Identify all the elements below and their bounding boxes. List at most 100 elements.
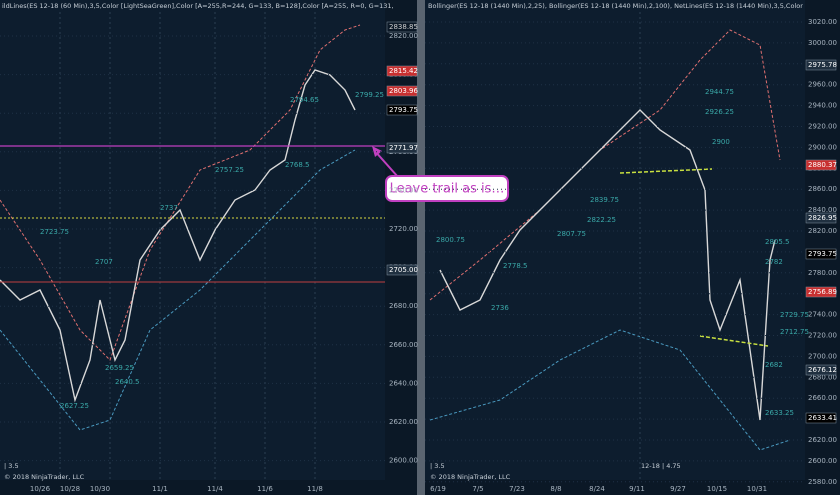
y-tick-label: 2680.00 — [808, 373, 837, 381]
price-marker: 2705.00 — [389, 266, 418, 274]
price-marker: 2793.75 — [389, 106, 418, 114]
level-label: 2757.25 — [215, 166, 244, 174]
level-label: 2926.25 — [705, 108, 734, 116]
level-label: 2768.5 — [285, 161, 310, 169]
level-label: 2736 — [491, 304, 509, 312]
price-marker-box — [386, 104, 418, 116]
level-label: 2723.75 — [40, 228, 69, 236]
lower-band — [429, 329, 791, 451]
divider — [417, 0, 425, 495]
level-label: 2707 — [95, 258, 113, 266]
panel-header: Bollinger(ES 12-18 (1440 Min),2,25), Bol… — [428, 2, 803, 10]
y-tick-label: 2780.00 — [808, 269, 837, 277]
price-marker: 2771.97 — [389, 144, 418, 152]
trend-line — [699, 335, 769, 347]
price-path — [439, 109, 776, 421]
callout-text: Leave trail as is… — [390, 182, 505, 197]
y-tick-label: 2820.00 — [808, 227, 837, 235]
price-marker-box — [386, 142, 418, 154]
price-marker-box — [386, 264, 418, 276]
level-label: 2805.5 — [765, 238, 790, 246]
price-path — [0, 69, 356, 403]
y-tick-label: 2660.00 — [808, 394, 837, 402]
level-label: 2822.25 — [587, 216, 616, 224]
level-label: 2839.75 — [590, 196, 619, 204]
x-tick-label: 7/23 — [509, 485, 525, 493]
level-label: 2640.5 — [115, 378, 140, 386]
level-label: 2900 — [712, 138, 730, 146]
status: | 3.5 — [4, 462, 19, 470]
level-label: 2737 — [160, 204, 178, 212]
x-tick-label: 11/1 — [152, 485, 168, 493]
x-tick-label: 11/8 — [307, 485, 323, 493]
price-marker: 2826.95 — [808, 214, 837, 222]
y-tick-label: 2920.00 — [808, 123, 837, 131]
x-tick-label: 10/26 — [30, 485, 51, 493]
y-tick-label: 2740.00 — [389, 186, 418, 194]
price-marker: 2803.96 — [389, 87, 418, 95]
level-label: 2729.75 — [780, 311, 809, 319]
y-tick-label: 2660.00 — [389, 341, 418, 349]
status: | 3.5 — [430, 462, 445, 470]
y-tick-label: 2820.00 — [389, 32, 418, 40]
price-marker: 2793.75 — [808, 250, 837, 258]
y-tick-label: 2640.00 — [389, 379, 418, 387]
y-tick-label: 2840.00 — [808, 206, 837, 214]
price-marker-box — [386, 65, 418, 77]
x-tick-label: 11/6 — [257, 485, 273, 493]
x-tick-label: 7/5 — [472, 485, 483, 493]
x-tick-label: 9/11 — [629, 485, 645, 493]
x-tick-label: 8/24 — [589, 485, 605, 493]
level-label: 2712.75 — [780, 328, 809, 336]
y-tick-label: 2720.00 — [389, 225, 418, 233]
price-marker: 2633.41 — [808, 414, 837, 422]
callout-arrow — [373, 149, 399, 178]
price-marker-box — [805, 286, 837, 298]
level-label: 2807.75 — [557, 230, 586, 238]
lower-band — [0, 149, 356, 431]
price-marker-box — [386, 85, 418, 97]
trend-line — [619, 168, 713, 174]
price-marker-box — [805, 159, 837, 171]
y-tick-label: 2580.00 — [808, 478, 837, 486]
upper-band — [0, 24, 361, 361]
price-marker-box — [386, 21, 418, 33]
y-tick-label: 2600.00 — [389, 457, 418, 465]
y-tick-label: 2700.00 — [808, 352, 837, 360]
upper-band — [429, 29, 781, 301]
vertical-grid — [59, 12, 641, 480]
level-label: 2633.25 — [765, 409, 794, 417]
y-tick-label: 2720.00 — [808, 332, 837, 340]
panel-header: ildLines(ES 12-18 (60 Min),3,5,Color [Li… — [2, 2, 394, 10]
x-tick-label: 10/30 — [90, 485, 110, 493]
y-tick-label: 2620.00 — [389, 418, 418, 426]
y-tick-label: 2900.00 — [808, 143, 837, 151]
footer: © 2018 NinjaTrader, LLC — [4, 473, 85, 481]
x-tick-label: 6/19 — [430, 485, 446, 493]
price-marker-box — [805, 412, 837, 424]
y-tick-label: 2740.00 — [808, 311, 837, 319]
x-tick-label: 10/28 — [60, 485, 80, 493]
price-marker: 2838.85 — [389, 23, 418, 31]
y-tick-label: 2960.00 — [808, 81, 837, 89]
price-marker-box — [805, 364, 837, 376]
price-marker: 2676.12 — [808, 366, 837, 374]
level-label: 2778.5 — [503, 262, 528, 270]
level-label: 2659.25 — [105, 364, 134, 372]
price-marker-box — [805, 248, 837, 260]
price-marker: 2975.78 — [808, 61, 837, 69]
y-tick-label: 2680.00 — [389, 302, 418, 310]
price-marker: 2815.42 — [389, 67, 418, 75]
x-tick-label: 10/31 — [747, 485, 767, 493]
footer: © 2018 NinjaTrader, LLC — [430, 473, 511, 481]
price-marker-box — [805, 59, 837, 71]
y-tick-label: 2620.00 — [808, 436, 837, 444]
price-marker-box — [805, 212, 837, 224]
x-tick-label: 8/8 — [550, 485, 561, 493]
level-label: 2682 — [765, 361, 783, 369]
level-label: 2799.25 — [355, 91, 384, 99]
cursor-label: 12-18 | 4.75 — [641, 462, 681, 470]
level-label: 2800.75 — [436, 236, 465, 244]
level-label: 2627.25 — [60, 402, 89, 410]
y-tick-label: 2860.00 — [808, 185, 837, 193]
